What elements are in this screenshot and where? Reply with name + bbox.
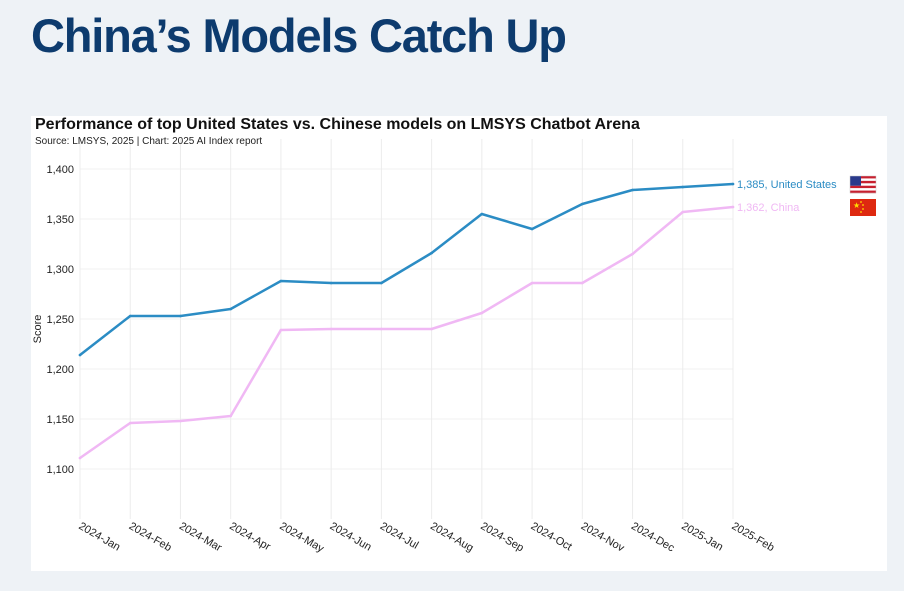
y-tick-label: 1,150 — [46, 414, 74, 426]
end-label-united_states: 1,385, United States — [737, 179, 837, 191]
series-line-china — [78, 205, 735, 460]
x-tick-label: 2025-Feb — [730, 520, 777, 554]
data-point-united_states — [78, 353, 82, 357]
data-point-united_states — [731, 182, 735, 186]
series-line-united_states — [78, 182, 735, 357]
data-point-china — [731, 205, 735, 209]
x-tick-label: 2024-May — [277, 520, 326, 555]
data-point-united_states — [530, 227, 534, 231]
chart-subtitle: Source: LMSYS, 2025 | Chart: 2025 AI Ind… — [35, 136, 263, 147]
data-point-china — [179, 419, 182, 423]
y-tick-label: 1,300 — [46, 264, 74, 276]
line-chart: 1,100 1,150 1,200 1,250 1,300 1,350 1,400 Score… — [32, 139, 877, 555]
y-tick-label: 1,200 — [46, 364, 74, 376]
svg-text:★: ★ — [853, 201, 860, 210]
data-point-united_states — [631, 188, 634, 192]
data-point-united_states — [480, 212, 484, 216]
data-point-china — [581, 281, 584, 285]
data-point-united_states — [380, 281, 383, 285]
x-tick-label: 2024-Jul — [378, 520, 421, 551]
x-tick-label: 2024-Apr — [227, 520, 272, 553]
x-tick-label: 2024-Nov — [579, 520, 627, 554]
data-point-united_states — [681, 185, 685, 189]
data-point-united_states — [179, 314, 182, 318]
data-point-china — [430, 327, 433, 331]
x-tick-label: 2024-Dec — [629, 520, 677, 554]
x-tick-label: 2024-Mar — [177, 520, 224, 554]
data-point-china — [279, 328, 283, 332]
us-flag-icon — [849, 175, 877, 194]
data-point-united_states — [329, 281, 333, 285]
data-point-china — [631, 252, 634, 256]
y-tick-label: 1,250 — [46, 314, 74, 326]
data-point-china — [128, 421, 132, 425]
data-point-china — [329, 327, 333, 331]
data-point-united_states — [279, 279, 283, 283]
y-tick-label: 1,100 — [46, 464, 74, 476]
x-tick-label: 2024-Oct — [529, 520, 574, 553]
data-point-china — [380, 327, 383, 331]
data-point-united_states — [128, 314, 132, 318]
data-point-china — [681, 210, 685, 214]
x-tick-label: 2024-Sep — [478, 520, 525, 554]
x-tick-label: 2024-Aug — [428, 520, 475, 554]
x-tick-label: 2024-Jun — [328, 520, 374, 553]
data-point-china — [480, 311, 484, 315]
y-axis-label: Score — [32, 315, 44, 344]
data-point-china — [530, 281, 534, 285]
china-flag-icon: ★ — [850, 199, 876, 216]
chart-card: 1,100 1,150 1,200 1,250 1,300 1,350 1,400 Score… — [31, 116, 887, 571]
x-tick-label: 2024-Jan — [77, 520, 123, 553]
end-label-china: 1,362, China — [737, 202, 800, 214]
data-point-china — [229, 414, 232, 418]
data-point-united_states — [430, 251, 433, 255]
x-tick-label: 2025-Jan — [679, 520, 725, 553]
y-tick-label: 1,350 — [46, 214, 74, 226]
page-headline: China’s Models Catch Up — [31, 9, 567, 62]
data-point-united_states — [229, 307, 232, 311]
y-tick-label: 1,400 — [46, 164, 74, 176]
x-tick-label: 2024-Feb — [127, 520, 174, 554]
data-point-china — [78, 456, 82, 460]
data-point-united_states — [581, 202, 584, 206]
chart-title: Performance of top United States vs. Chi… — [35, 116, 640, 133]
